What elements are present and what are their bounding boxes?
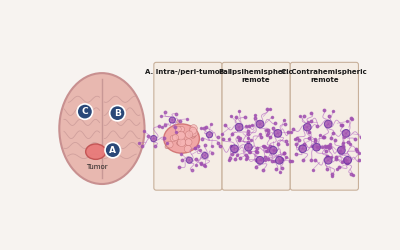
Circle shape (324, 120, 332, 128)
Text: A. Intra-/peri-tumoral: A. Intra-/peri-tumoral (145, 69, 230, 75)
Ellipse shape (164, 124, 200, 153)
Circle shape (185, 139, 192, 145)
Circle shape (165, 145, 169, 149)
Circle shape (190, 129, 198, 136)
Circle shape (184, 145, 192, 152)
Text: Tumor: Tumor (86, 164, 108, 170)
Circle shape (177, 120, 180, 123)
Circle shape (190, 129, 196, 136)
Circle shape (177, 141, 181, 145)
FancyBboxPatch shape (154, 62, 222, 190)
Circle shape (166, 141, 173, 148)
Circle shape (175, 126, 181, 132)
Circle shape (202, 152, 208, 158)
Circle shape (342, 130, 350, 137)
Circle shape (256, 120, 264, 128)
Text: C. Contrahemispheric
remote: C. Contrahemispheric remote (282, 69, 367, 83)
Circle shape (269, 146, 277, 154)
Circle shape (344, 156, 352, 164)
Circle shape (169, 117, 175, 123)
Circle shape (244, 143, 252, 151)
Circle shape (190, 133, 196, 138)
Circle shape (177, 132, 185, 140)
Circle shape (150, 136, 157, 142)
Circle shape (230, 145, 238, 152)
Circle shape (235, 123, 243, 131)
FancyBboxPatch shape (290, 62, 358, 190)
Circle shape (324, 156, 332, 164)
Ellipse shape (59, 73, 144, 184)
Circle shape (256, 156, 264, 164)
Text: A: A (109, 146, 116, 154)
Circle shape (105, 142, 120, 158)
Circle shape (186, 157, 192, 163)
Circle shape (313, 143, 320, 151)
Circle shape (170, 135, 176, 141)
Circle shape (172, 134, 178, 141)
Circle shape (110, 106, 125, 121)
Circle shape (206, 132, 212, 138)
Circle shape (276, 156, 283, 164)
Circle shape (77, 104, 93, 119)
FancyBboxPatch shape (222, 62, 290, 190)
Circle shape (274, 130, 282, 137)
Circle shape (188, 132, 192, 136)
Circle shape (179, 126, 184, 132)
Circle shape (186, 131, 193, 138)
Circle shape (304, 123, 311, 131)
Circle shape (190, 127, 196, 134)
Circle shape (299, 145, 306, 152)
Text: B: B (114, 109, 121, 118)
Text: C: C (82, 107, 88, 116)
Circle shape (177, 138, 186, 146)
Text: B. Ipsihemispheric
remote: B. Ipsihemispheric remote (219, 69, 293, 83)
Circle shape (190, 125, 197, 132)
Circle shape (338, 146, 345, 154)
Ellipse shape (86, 144, 106, 159)
